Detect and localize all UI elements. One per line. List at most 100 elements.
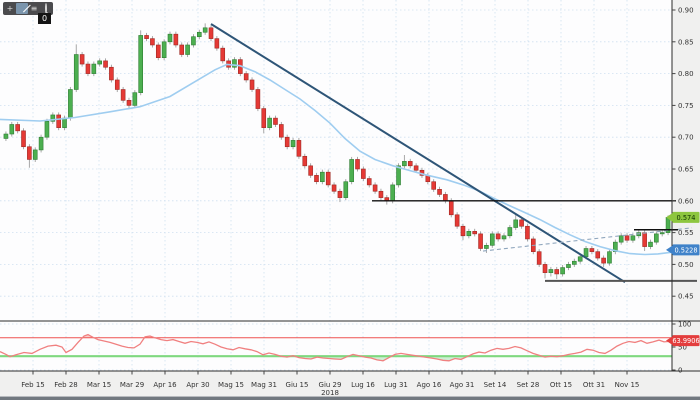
date-tick-label: Set 28 xyxy=(517,381,540,389)
candle-up xyxy=(38,136,44,151)
candle-down xyxy=(114,79,120,90)
price-tick-label: 0.45 xyxy=(678,293,694,301)
candle-down xyxy=(214,38,220,49)
candle-down xyxy=(155,44,161,58)
candle-down xyxy=(601,257,606,264)
candle-up xyxy=(191,36,196,46)
candle-down xyxy=(126,100,132,106)
candle-up xyxy=(390,184,395,202)
candle-up xyxy=(68,89,73,119)
time-axis-area[interactable] xyxy=(0,371,700,396)
bottom-scrollbar[interactable] xyxy=(0,396,700,400)
candle-up xyxy=(91,63,97,74)
candle-up xyxy=(320,171,325,183)
candle-down xyxy=(448,200,454,216)
candle-down xyxy=(413,165,419,171)
candle-down xyxy=(302,155,308,167)
date-tick-label: Nov 15 xyxy=(615,381,640,389)
candle-down xyxy=(361,168,366,179)
date-tick-label: Lug 31 xyxy=(384,381,408,389)
candle-up xyxy=(630,235,636,241)
candle-down xyxy=(85,63,91,74)
candle-up xyxy=(132,92,138,106)
candle-up xyxy=(654,233,659,243)
rsi-value-marker-pointer xyxy=(666,336,673,346)
candle-down xyxy=(437,189,442,195)
date-tick-label: Feb 28 xyxy=(54,381,78,389)
candle-up xyxy=(507,227,513,237)
candle-down xyxy=(255,89,261,109)
candle-up xyxy=(138,35,144,93)
candle-up xyxy=(62,117,67,128)
candle-down xyxy=(460,225,466,237)
candle-up xyxy=(501,235,507,240)
candle-up xyxy=(50,114,56,122)
candle-up xyxy=(548,269,554,273)
candle-up xyxy=(513,219,519,228)
candle-up xyxy=(396,165,401,186)
candle-down xyxy=(15,124,20,132)
candle-down xyxy=(21,130,26,148)
candle-up xyxy=(167,33,173,43)
candle-down xyxy=(331,184,337,192)
rsi-tick-label: 0 xyxy=(678,367,682,375)
candle-up xyxy=(560,267,565,275)
date-tick-label: Ott 15 xyxy=(550,381,572,389)
candle-down xyxy=(407,161,413,167)
trendline-icon[interactable] xyxy=(16,3,28,14)
price-tick-label: 0.70 xyxy=(678,134,694,142)
date-tick-label: Apr 16 xyxy=(153,381,177,389)
object-count-badge: 0 xyxy=(38,13,51,24)
date-tick-label: Ago 31 xyxy=(450,381,475,389)
candle-down xyxy=(454,214,460,227)
candle-up xyxy=(607,251,612,264)
candle-down xyxy=(325,171,331,186)
price-axis-area[interactable] xyxy=(672,0,700,371)
candle-down xyxy=(478,233,483,249)
date-tick-label: Giu 15 xyxy=(286,381,309,389)
candle-up xyxy=(613,241,618,252)
candle-up xyxy=(466,231,472,237)
candle-down xyxy=(589,248,595,252)
date-tick-label: Mag 31 xyxy=(251,381,277,389)
candle-down xyxy=(208,27,214,39)
candle-down xyxy=(144,35,149,39)
candle-down xyxy=(79,54,85,65)
candle-down xyxy=(519,219,524,227)
trendline-dashed[interactable] xyxy=(482,227,693,252)
candle-up xyxy=(489,233,495,246)
cursor-icon[interactable]: + xyxy=(6,4,14,13)
candle-down xyxy=(431,181,436,190)
candle-down xyxy=(284,136,290,148)
candle-down xyxy=(372,184,378,192)
indicators-icon[interactable]: ≡ xyxy=(30,4,38,13)
last-price-marker-text: 0.574 xyxy=(677,214,696,222)
price-tick-label: 0.90 xyxy=(678,7,694,15)
candle-down xyxy=(120,89,126,101)
trendline-descending[interactable] xyxy=(210,23,626,284)
candle-down xyxy=(261,108,267,128)
candle-down xyxy=(56,114,61,128)
candle-up xyxy=(659,232,665,235)
candle-up xyxy=(484,245,489,249)
candle-down xyxy=(443,194,448,202)
candle-down xyxy=(355,159,360,170)
candle-down xyxy=(27,146,32,160)
candle-down xyxy=(103,60,108,68)
date-tick-label: Apr 30 xyxy=(186,381,209,389)
candle-up xyxy=(402,161,407,167)
year-label: 2018 xyxy=(321,389,339,397)
candle-up xyxy=(196,31,202,38)
candle-down xyxy=(249,79,255,90)
price-tick-label: 0.80 xyxy=(678,70,694,78)
candle-down xyxy=(314,175,319,183)
candle-down xyxy=(366,178,372,186)
date-tick-label: Ago 16 xyxy=(417,381,442,389)
date-tick-label: Mag 15 xyxy=(218,381,244,389)
rsi-value-marker xyxy=(672,335,700,347)
candle-down xyxy=(273,117,278,125)
price-tick-label: 0.75 xyxy=(678,102,694,110)
candle-down xyxy=(624,235,630,241)
date-tick-label: Lug 16 xyxy=(351,381,375,389)
